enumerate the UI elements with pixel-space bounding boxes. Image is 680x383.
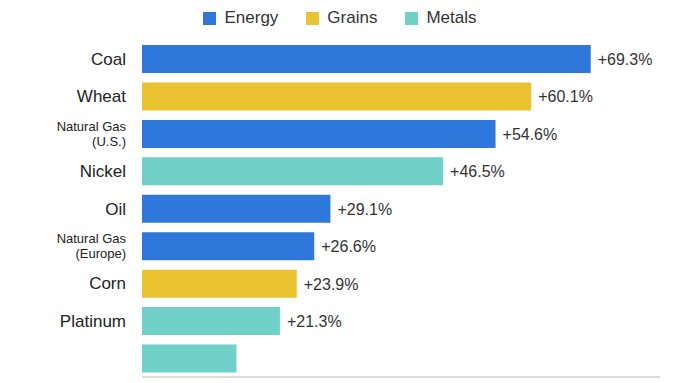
- svg-text:Platinum: Platinum: [60, 312, 126, 331]
- svg-text:+23.9%: +23.9%: [304, 276, 359, 293]
- svg-text:+60.1%: +60.1%: [538, 88, 593, 105]
- svg-text:+46.5%: +46.5%: [450, 163, 505, 180]
- svg-text:+54.6%: +54.6%: [503, 126, 558, 143]
- svg-text:Coal: Coal: [91, 50, 126, 69]
- svg-text:Wheat: Wheat: [77, 87, 126, 106]
- svg-text:+26.6%: +26.6%: [321, 238, 376, 255]
- svg-text:+21.3%: +21.3%: [287, 313, 342, 330]
- svg-text:Natural Gas(Europe): Natural Gas(Europe): [57, 231, 127, 261]
- html-text:Grains: Grains: [327, 8, 378, 27]
- svg-text:Natural Gas(U.S.): Natural Gas(U.S.): [57, 119, 127, 149]
- svg-text:+69.3%: +69.3%: [598, 51, 653, 68]
- html-text:Metals: Metals: [426, 8, 477, 27]
- svg-text:Nickel: Nickel: [80, 162, 126, 181]
- html-text:Energy: Energy: [224, 8, 279, 27]
- svg-text:Corn: Corn: [89, 274, 126, 293]
- svg-text:+29.1%: +29.1%: [337, 201, 392, 218]
- svg-text:Oil: Oil: [105, 200, 126, 219]
